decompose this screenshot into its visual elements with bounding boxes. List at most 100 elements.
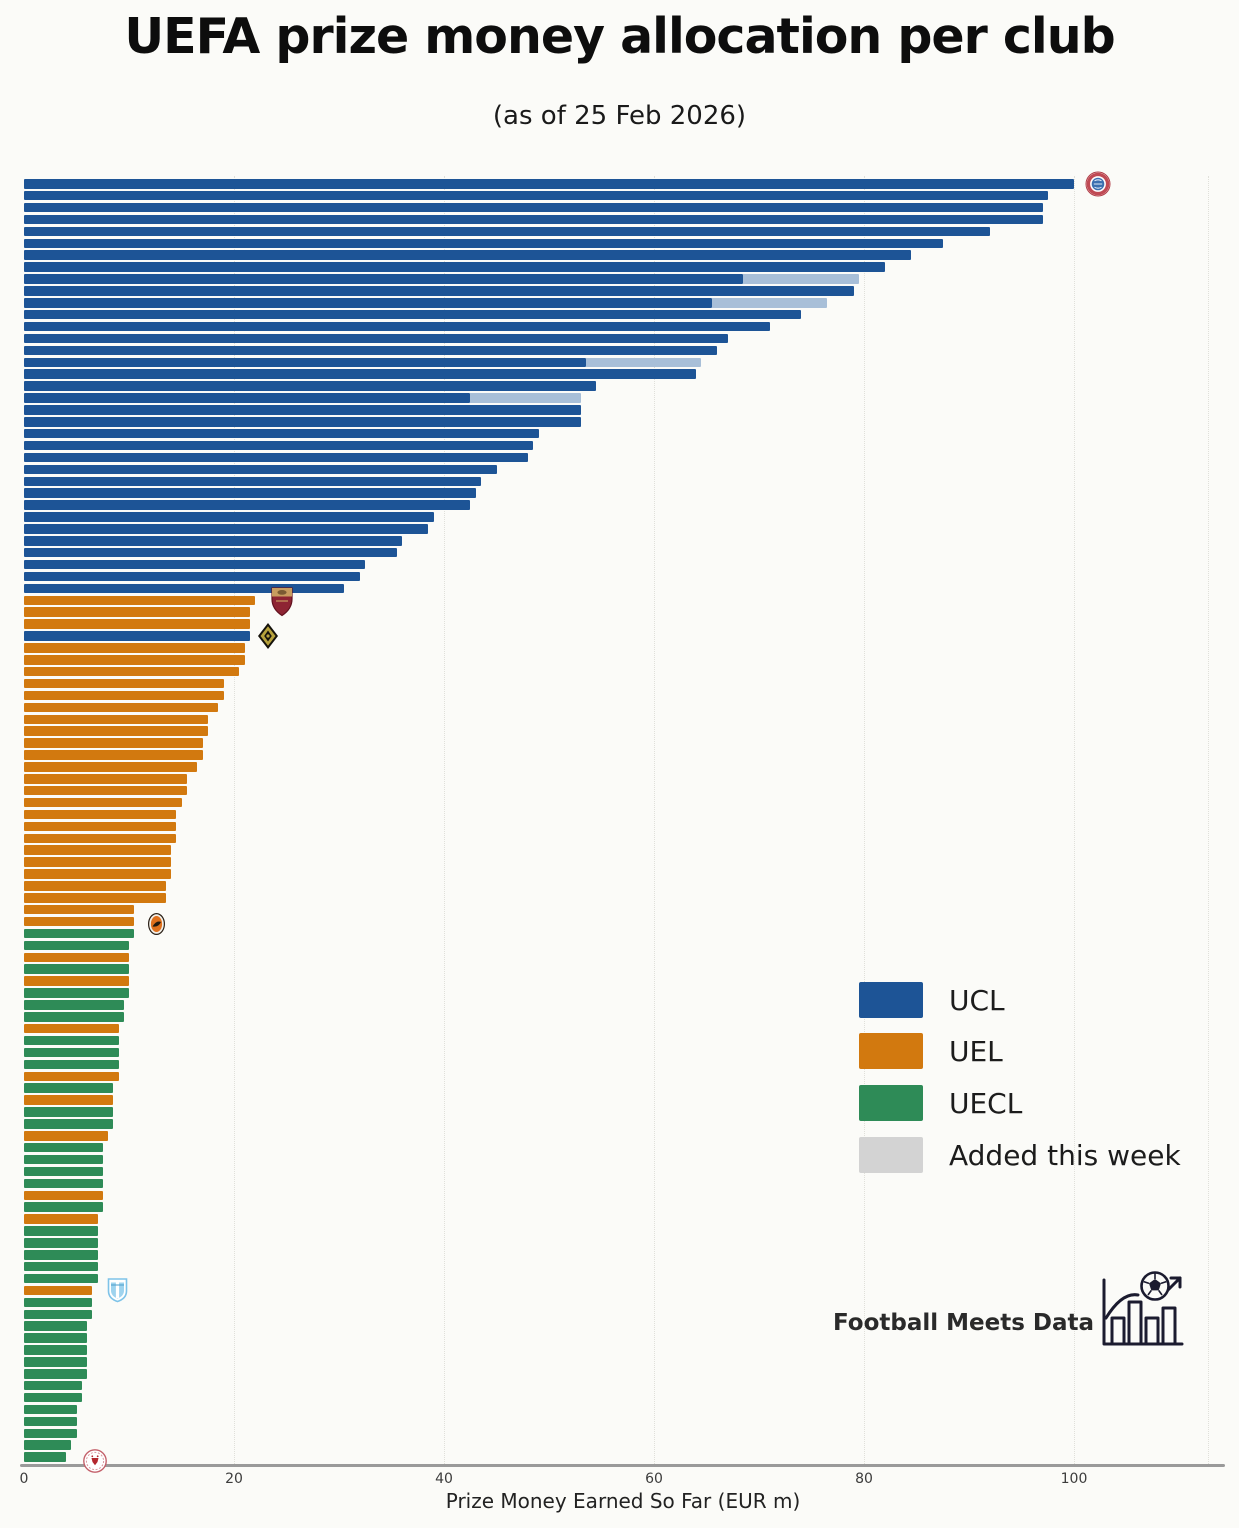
bar-row-7-ucl	[24, 250, 912, 260]
bar-row-30-ucl	[24, 524, 429, 534]
bar-row-4-ucl	[24, 214, 1043, 225]
young-boys-crest-icon	[257, 622, 278, 649]
bar-row-98-uecl	[24, 1333, 87, 1343]
legend-label: UEL	[949, 1034, 1003, 1068]
x-tick-label-0: 0	[19, 1471, 29, 1487]
bar-row-13-ucl	[24, 321, 770, 332]
bar-row-95-uecl	[24, 1297, 93, 1308]
bar-row-97-uecl	[24, 1321, 87, 1331]
bar-row-64-uecl	[24, 928, 135, 939]
gridline-60	[654, 176, 655, 1464]
x-axis-title: Prize Money Earned So Far (EUR m)	[445, 1489, 801, 1513]
bar-added-segment-19	[470, 393, 581, 403]
shakhtar-donetsk-crest-icon	[148, 912, 166, 935]
legend-item-uecl: UECL	[859, 1085, 1022, 1121]
bar-row-75-uecl	[24, 1059, 119, 1070]
bar-row-44-uel	[24, 690, 224, 701]
bayern-munich-crest-icon	[1085, 171, 1111, 197]
bar-row-52-uel	[24, 785, 187, 796]
bar-row-85-uecl	[24, 1178, 103, 1189]
bar-row-78-uel	[24, 1095, 114, 1105]
bar-row-33-ucl	[24, 559, 366, 570]
bar-row-12-ucl	[24, 309, 801, 320]
bar-row-70-uecl	[24, 1000, 124, 1010]
bar-row-34-ucl	[24, 571, 360, 582]
bar-row-42-uel	[24, 666, 240, 677]
bar-row-67-uecl	[24, 964, 129, 974]
bar-row-55-uel	[24, 821, 177, 832]
legend-item-added-this-week: Added this week	[859, 1137, 1181, 1173]
bar-row-15-ucl	[24, 345, 717, 356]
bar-row-103-uecl	[24, 1392, 82, 1403]
bar-row-41-uel	[24, 655, 245, 665]
legend-swatch-added	[859, 1137, 923, 1173]
bar-row-65-uecl	[24, 940, 129, 951]
plot-right-spine	[1208, 176, 1209, 1464]
bar-row-40-uel	[24, 643, 245, 653]
bar-row-83-uecl	[24, 1154, 103, 1165]
bar-row-99-uecl	[24, 1345, 87, 1355]
bar-row-90-uecl	[24, 1238, 98, 1248]
legend-label: UECL	[949, 1086, 1023, 1120]
football-meets-data-icon	[1092, 1268, 1188, 1360]
bar-row-29-ucl	[24, 512, 434, 522]
bar-row-22-ucl	[24, 428, 539, 439]
gridline-40	[444, 176, 445, 1464]
bar-row-68-uel	[24, 976, 129, 986]
bar-row-86-uel	[24, 1190, 103, 1200]
bar-row-47-uel	[24, 726, 208, 736]
bar-row-38-uel	[24, 619, 250, 629]
legend-swatch-uecl	[859, 1085, 923, 1121]
bar-row-23-ucl	[24, 440, 534, 451]
bar-row-87-uecl	[24, 1202, 103, 1212]
x-tick-label-40: 40	[435, 1471, 453, 1487]
bar-row-56-uel	[24, 833, 177, 843]
bar-row-71-uecl	[24, 1012, 124, 1022]
bar-row-66-uel	[24, 952, 129, 962]
bar-row-36-uel	[24, 595, 255, 605]
bar-row-69-uecl	[24, 988, 129, 998]
bar-row-96-uecl	[24, 1309, 93, 1319]
bar-row-39-ucl	[24, 631, 250, 641]
bar-added-segment-16	[585, 357, 702, 367]
bar-added-segment-11	[711, 298, 828, 308]
bar-row-77-uecl	[24, 1083, 114, 1093]
x-axis-line	[20, 1464, 1225, 1467]
gridline-20	[234, 176, 235, 1464]
bar-row-57-uel	[24, 845, 171, 855]
chart-subtitle: (as of 25 Feb 2026)	[492, 101, 747, 131]
bar-row-43-uel	[24, 678, 224, 689]
x-tick-label-60: 60	[645, 1471, 663, 1487]
bar-row-6-ucl	[24, 238, 943, 248]
bar-row-80-uecl	[24, 1119, 114, 1129]
gridline-80	[864, 176, 865, 1464]
bar-row-62-uel	[24, 904, 135, 915]
bar-row-25-ucl	[24, 464, 497, 475]
bar-row-91-uecl	[24, 1250, 98, 1260]
bar-row-81-uel	[24, 1131, 108, 1141]
bar-row-19-ucl	[24, 393, 471, 403]
x-tick-label-100: 100	[1060, 1471, 1088, 1487]
bar-row-72-uel	[24, 1023, 119, 1034]
bar-row-14-ucl	[24, 333, 728, 344]
page-title: UEFA prize money allocation per club	[124, 8, 1115, 65]
bar-row-32-ucl	[24, 547, 397, 558]
malmo-ff-crest-icon	[107, 1278, 128, 1303]
red-white-crest-crest-icon	[83, 1449, 107, 1473]
bar-row-74-uecl	[24, 1047, 119, 1058]
bar-row-10-ucl	[24, 286, 854, 296]
brand-name: Football Meets Data	[833, 1310, 1095, 1336]
bar-row-5-ucl	[24, 226, 990, 237]
bar-row-20-ucl	[24, 405, 581, 415]
bar-row-89-uecl	[24, 1226, 98, 1236]
bar-row-31-ucl	[24, 536, 402, 546]
bar-row-63-uel	[24, 916, 135, 927]
bar-row-2-ucl	[24, 190, 1048, 201]
bar-row-58-uel	[24, 857, 171, 867]
bar-row-49-uel	[24, 750, 203, 760]
bar-row-3-ucl	[24, 202, 1043, 213]
bar-row-93-uecl	[24, 1273, 98, 1284]
bar-row-59-uel	[24, 869, 171, 879]
bar-row-100-uecl	[24, 1357, 87, 1367]
